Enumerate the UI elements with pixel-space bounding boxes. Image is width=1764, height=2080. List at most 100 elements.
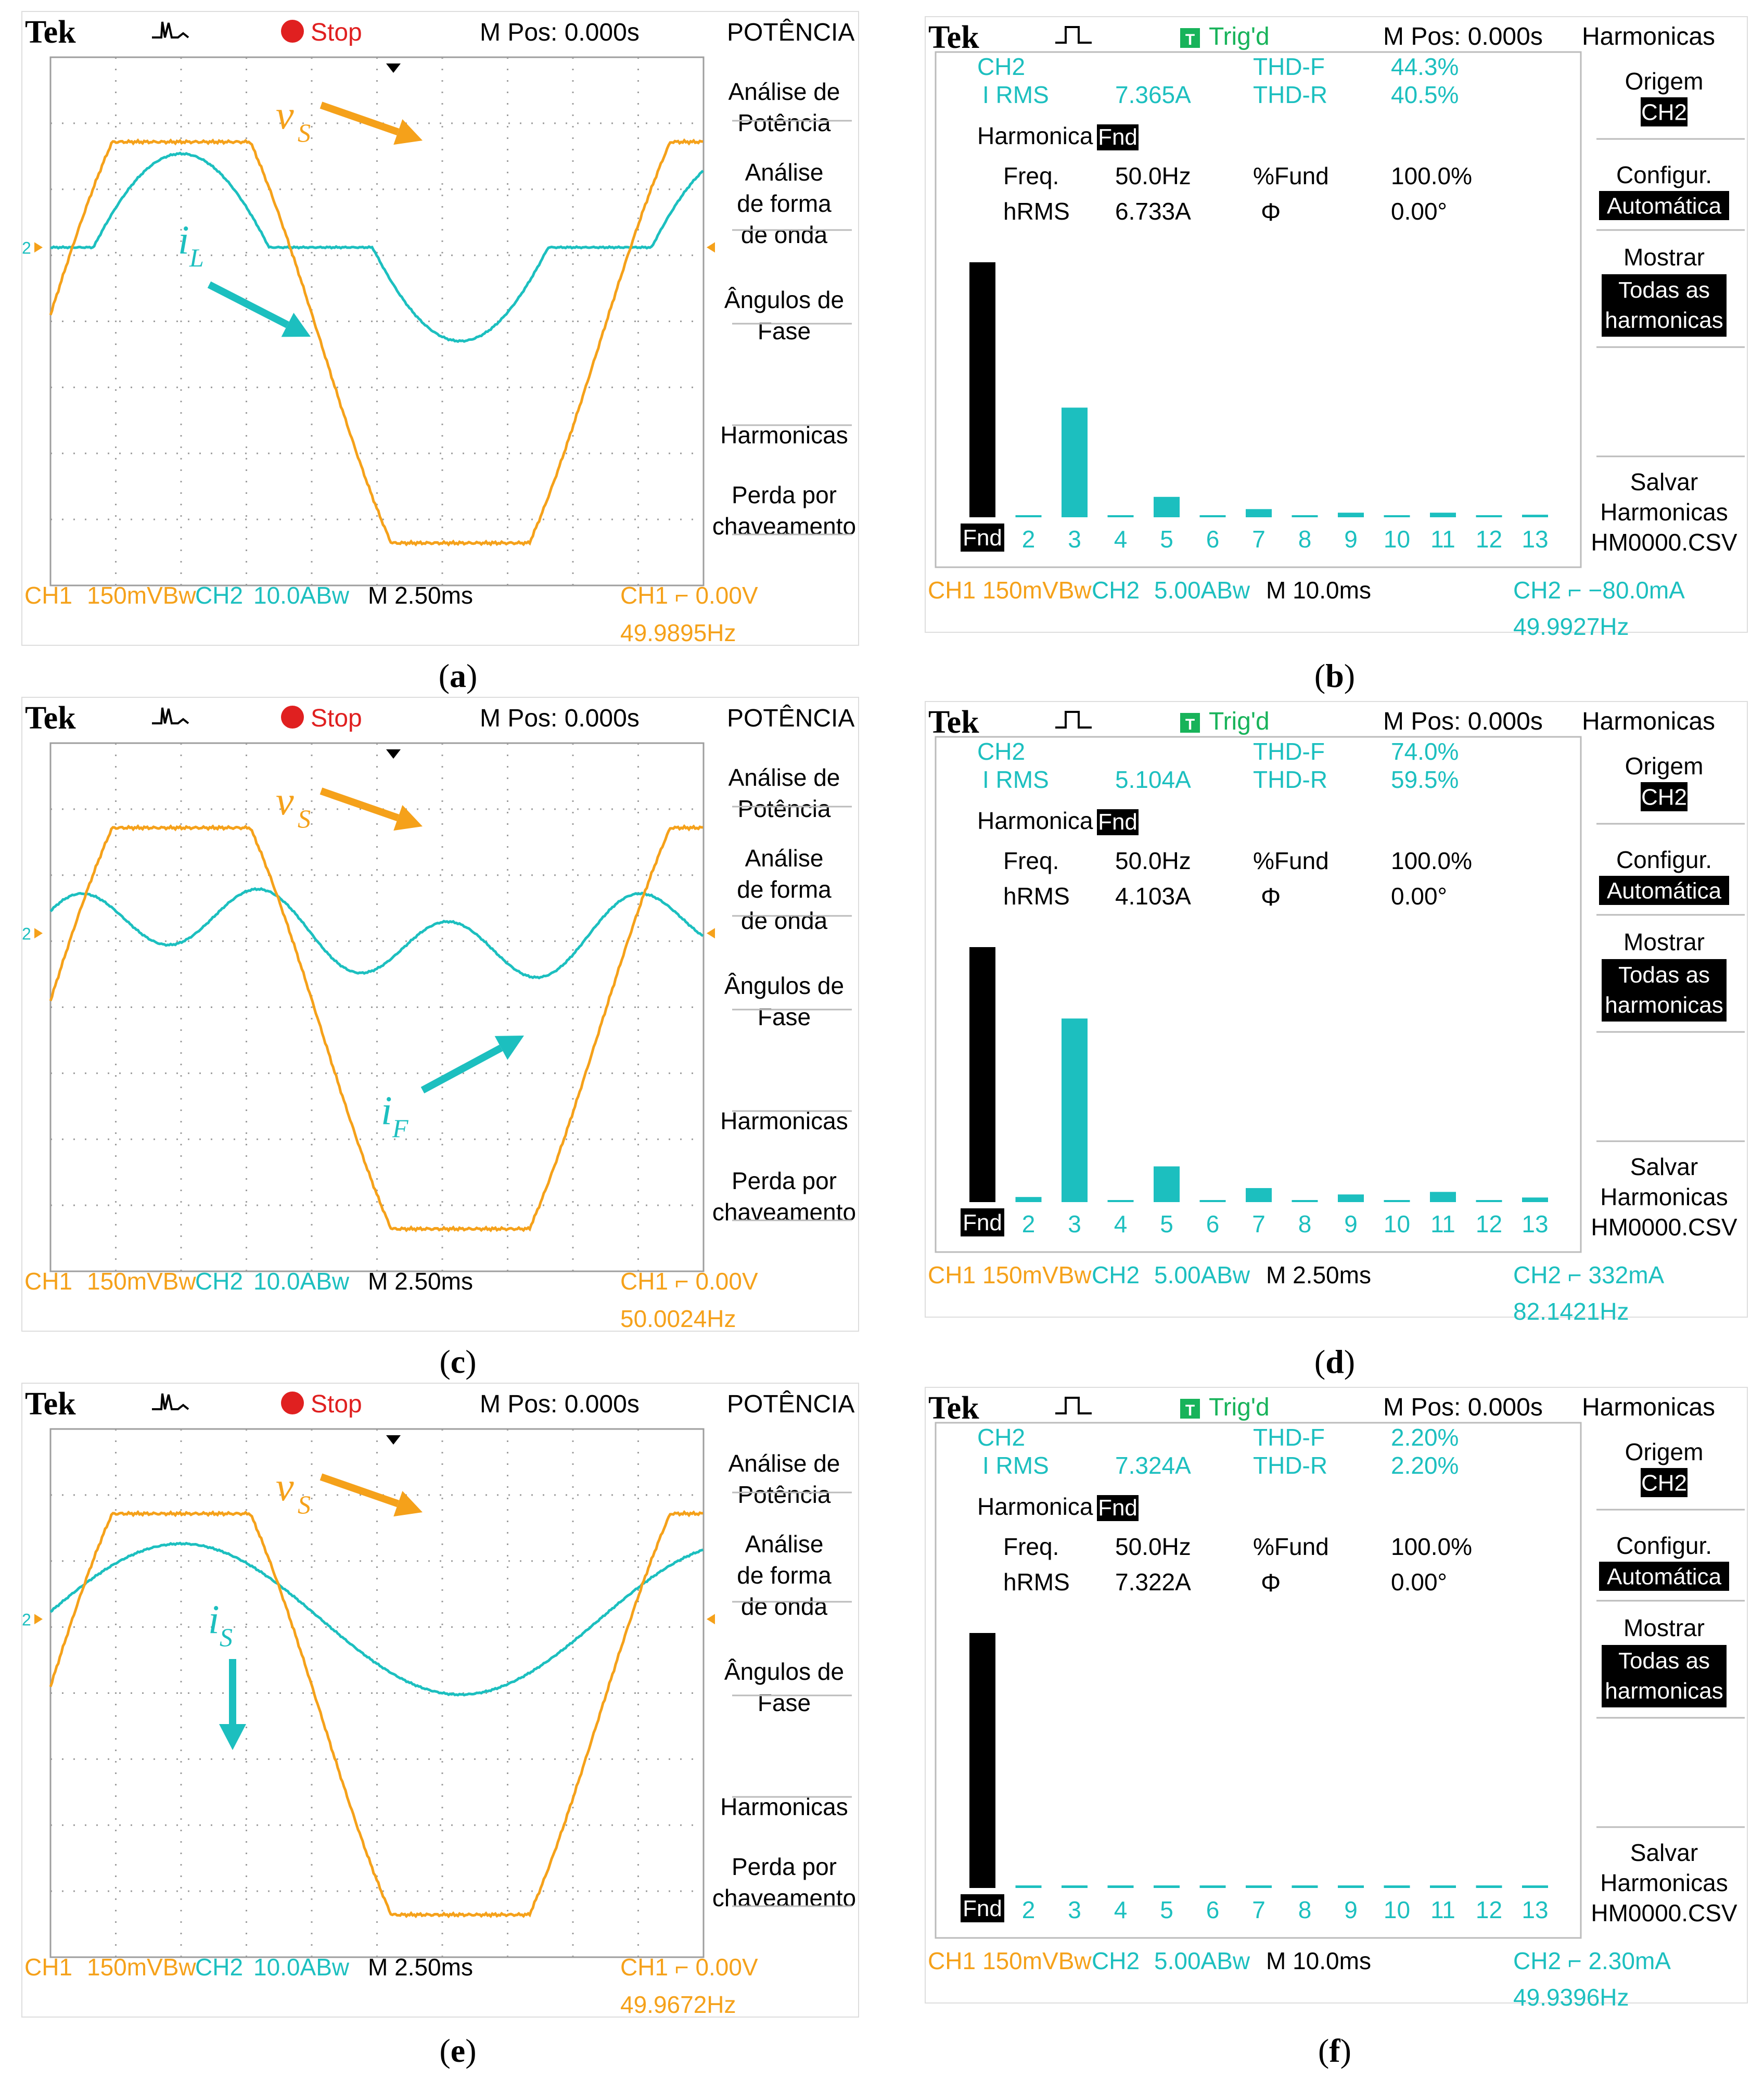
panel-e-menu-item: chaveamento [712,1884,856,1911]
panel-f-ch2-scale: 5.00ABw [1154,1947,1250,1974]
panel-c-ch1-marker-icon [707,928,715,939]
panel-d-ch1-scale: 150mVBw [982,1261,1092,1288]
panel-d-order-label: 7 [1252,1210,1266,1237]
panel-f-thdf-value: 2.20% [1391,1424,1459,1451]
panel-f-freq: 49.9396Hz [1513,1984,1629,2011]
panel-b-mpos: M Pos: 0.000s [1383,23,1543,50]
panel-f-mostrar-value: Todas as [1618,1648,1710,1674]
panel-d-harmonic-bar [1015,1197,1042,1202]
panel-f-mostrar-value-bg [1602,1645,1727,1707]
panel-f-readout-border [935,1422,1582,1939]
panel-f-phi-value: 0.00° [1391,1568,1447,1596]
panel-b-thdr-label: THD-R [1253,81,1327,108]
panel-b-order-label: 12 [1476,526,1502,553]
panel-b-pfund-label: %Fund [1253,162,1329,189]
panel-b-origem-value-bg [1641,97,1688,126]
panel-d-ch2-label: CH2 [1092,1261,1140,1288]
panel-d-harmonic-bar [1062,1018,1088,1202]
panel-d-harmonic-bar [1476,1200,1502,1202]
panel-f-order-label: 12 [1476,1896,1502,1923]
panel-c-menu-item: Fase [758,1003,811,1030]
panel-c-timebase: M 2.50ms [368,1268,473,1295]
panel-b-menu-title: Harmonicas [1582,23,1715,50]
panel-c-acq-icon [152,707,189,724]
panel-a-brand: Tek [25,15,76,50]
panel-d-irms-value: 5.104A [1115,766,1191,793]
panel-e-ch1-marker-icon [707,1614,715,1625]
panel-d-harmonic-bar [1154,1166,1180,1202]
panel-c-vs-arrow-shaft [319,787,400,822]
panel-d-harmonic-bar [1107,1200,1134,1202]
panel-f-phi-label: Φ [1261,1569,1281,1597]
panel-b-order-label: 3 [1068,526,1081,553]
panel-d-config-value: Automática [1607,878,1722,904]
panel-b-order-label: 10 [1384,526,1410,553]
panel-f-order-label: 2 [1022,1896,1036,1923]
panel-e-trigger-pos-icon [386,1435,401,1445]
panel-b-harmonic-bar [969,262,995,517]
panel-d-phi-value: 0.00° [1391,883,1447,910]
panel-c-vs-arrow-head [393,805,423,831]
panel-c-stop-dot-icon [281,706,304,729]
panel-a-annot-i: i [178,217,189,262]
panel-b-order-label: 2 [1022,526,1036,553]
panel-c-annot-i-sub: F [392,1114,408,1143]
panel-f-timebase: M 10.0ms [1266,1947,1371,1974]
panel-b-order-label: Fnd [963,525,1002,551]
panel-e-menu-item: Harmonicas [720,1793,848,1820]
panel-f-irms-value: 7.324A [1115,1452,1191,1479]
panel-d-brand: Tek [928,705,979,740]
panel-f-salvar: Harmonicas [1600,1869,1728,1896]
panel-b-ch1-label: CH1 [928,577,976,604]
panel-d-origem-value: CH2 [1641,785,1687,810]
panel-b-mostrar-value: harmonicas [1605,308,1723,333]
panel-d-order-label: 5 [1160,1210,1173,1237]
panel-d-salvar: Harmonicas [1600,1183,1728,1210]
panel-c-ch2-marker-icon [34,928,43,939]
panel-c-ch2-trace [49,887,704,980]
panel-f-order-label: 5 [1160,1896,1173,1923]
panel-d-order-label: 11 [1430,1210,1455,1237]
panel-e-annot-i-sub: S [220,1623,233,1652]
panel-f-trig-label: Trig'd [1209,1394,1270,1421]
panel-e-menu-item: de onda [741,1593,828,1620]
panel-f-config-label: Configur. [1616,1532,1712,1559]
panel-d-mostrar-value: harmonicas [1605,992,1723,1018]
panel-b-irms-label: I RMS [982,81,1049,108]
panel-d-salvar: Salvar [1630,1153,1698,1180]
panel-e-menu-item: Análise [745,1530,824,1558]
panel-f-thdf-label: THD-F [1253,1424,1325,1451]
panel-c-stop-label: Stop [311,705,362,732]
panel-f-harmonic-bar [1338,1885,1364,1888]
panel-d-harmonica-fnd: Fnd [1098,809,1137,835]
panel-d-origem-label: Origem [1625,752,1704,780]
panel-f-acq-icon [1055,1397,1092,1414]
panel-c-mpos: M Pos: 0.000s [480,705,640,732]
panel-c-i-arrow-shaft [420,1044,503,1094]
panel-f-ch1-label: CH1 [928,1947,976,1974]
panel-b-harmonic-bar [1476,515,1502,517]
panel-f-hrms-value: 7.322A [1115,1568,1191,1596]
panel-e-annot-vs: v [276,1464,294,1509]
panel-e-frame [21,1383,859,2018]
panel-b-origem-label: Origem [1625,68,1704,95]
panel-c-i-arrow-head [494,1036,524,1060]
panel-a-menu-item: Análise de [728,78,840,105]
panel-f-order-label: 11 [1430,1896,1455,1923]
panel-b-mostrar-value: Todas as [1618,277,1710,303]
panel-f-readout-ch: CH2 [977,1424,1025,1451]
panel-f-ch1-scale: 150mVBw [982,1947,1092,1974]
panel-b-order-label: 8 [1298,526,1312,553]
panel-e-ch2-marker-icon [34,1614,43,1625]
panel-d-harmonic-bar [1246,1188,1272,1202]
panel-e-ch2-scale: 10.0ABw [253,1954,350,1981]
panel-b-order-label: 6 [1206,526,1220,553]
panel-c-freq: 50.0024Hz [620,1305,736,1332]
panel-e-ch1-trace [49,1510,703,1919]
panel-b-freq-value: 50.0Hz [1115,162,1191,189]
panel-f-menu-title: Harmonicas [1582,1394,1715,1421]
panel-e-mpos: M Pos: 0.000s [480,1390,640,1418]
panel-f-order-label-bg [961,1894,1004,1922]
panel-f-thdr-label: THD-R [1253,1452,1327,1479]
